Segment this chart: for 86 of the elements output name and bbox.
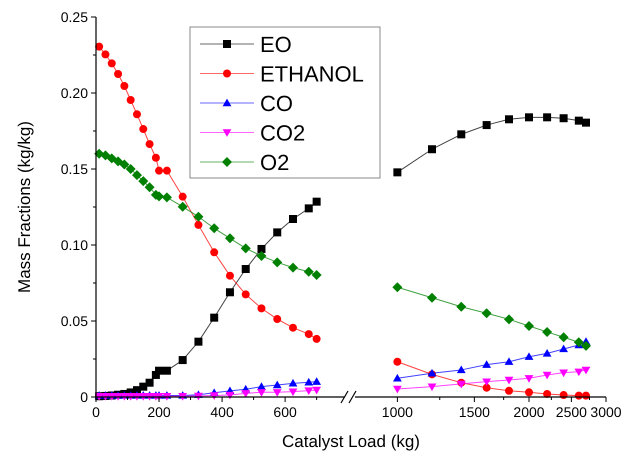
x-tick-label: 2000 xyxy=(513,404,545,420)
point xyxy=(193,212,204,222)
y-tick-label: 0.10 xyxy=(60,237,88,253)
point xyxy=(224,233,235,244)
y-tick-label: 0.15 xyxy=(60,161,88,177)
point xyxy=(139,125,148,134)
y-tick-label: 0.25 xyxy=(60,9,88,25)
point xyxy=(288,388,298,396)
point xyxy=(106,153,117,164)
point xyxy=(178,202,188,212)
point xyxy=(226,288,234,296)
point xyxy=(304,330,313,338)
point xyxy=(272,380,282,388)
point xyxy=(120,82,128,90)
x-tick-label: 2500 xyxy=(556,404,588,420)
x-tick-label: 600 xyxy=(273,404,298,420)
point xyxy=(101,50,110,58)
x-axis-title: Catalyst Load (kg) xyxy=(282,432,420,451)
x-tick-label: 3000 xyxy=(590,404,622,420)
point xyxy=(155,166,164,175)
point xyxy=(114,70,122,78)
point xyxy=(304,266,314,277)
point xyxy=(108,59,116,68)
point xyxy=(288,378,298,387)
point xyxy=(126,96,135,104)
legend-label: O2 xyxy=(260,150,290,175)
point xyxy=(146,140,154,148)
point xyxy=(209,223,220,234)
point xyxy=(119,159,130,170)
point xyxy=(273,315,282,324)
y-axis-title: Mass Fractions (kg/kg) xyxy=(15,121,34,293)
x-tick-label: 0 xyxy=(92,404,100,420)
point xyxy=(126,164,136,174)
point xyxy=(144,182,155,192)
point xyxy=(132,170,142,180)
x-tick-label: 1500 xyxy=(458,404,490,420)
x-tick-label: 1000 xyxy=(382,404,414,420)
point xyxy=(178,356,187,364)
point xyxy=(100,150,110,160)
point xyxy=(257,244,266,253)
point xyxy=(272,257,282,268)
point xyxy=(288,324,297,332)
point xyxy=(312,270,322,280)
y-tick-label: 0.05 xyxy=(60,313,88,329)
point xyxy=(194,338,202,346)
point xyxy=(273,228,282,236)
point xyxy=(146,378,154,387)
legend-label: EO xyxy=(260,32,292,57)
point xyxy=(304,378,314,386)
point xyxy=(304,387,314,396)
point xyxy=(152,154,160,162)
point xyxy=(257,389,266,397)
x-tick-label: 400 xyxy=(210,404,234,420)
point xyxy=(194,392,203,400)
point xyxy=(113,156,124,166)
point xyxy=(178,192,187,201)
point xyxy=(162,366,171,375)
point xyxy=(242,265,250,274)
point xyxy=(312,198,321,206)
point xyxy=(132,110,141,118)
point xyxy=(312,334,321,343)
point xyxy=(240,243,251,254)
point xyxy=(288,262,298,273)
point xyxy=(312,377,322,385)
legend-label: ETHANOL xyxy=(260,62,364,86)
point xyxy=(256,250,266,261)
y-tick-label: 0 xyxy=(80,389,88,405)
point xyxy=(194,220,202,229)
point xyxy=(241,390,250,398)
point xyxy=(242,290,250,298)
y-tick-label: 0.20 xyxy=(60,85,88,101)
point xyxy=(312,386,322,394)
legend-label: CO2 xyxy=(260,120,306,146)
point xyxy=(257,304,266,312)
legend-label: CO xyxy=(260,91,293,116)
point xyxy=(226,272,234,280)
point xyxy=(210,314,218,322)
x-tick-label: 200 xyxy=(147,404,171,420)
point xyxy=(304,204,313,212)
point xyxy=(288,215,297,224)
point xyxy=(272,389,282,397)
point xyxy=(138,176,148,186)
point xyxy=(155,366,164,375)
point xyxy=(162,166,171,175)
point xyxy=(210,248,218,256)
point xyxy=(162,192,172,202)
